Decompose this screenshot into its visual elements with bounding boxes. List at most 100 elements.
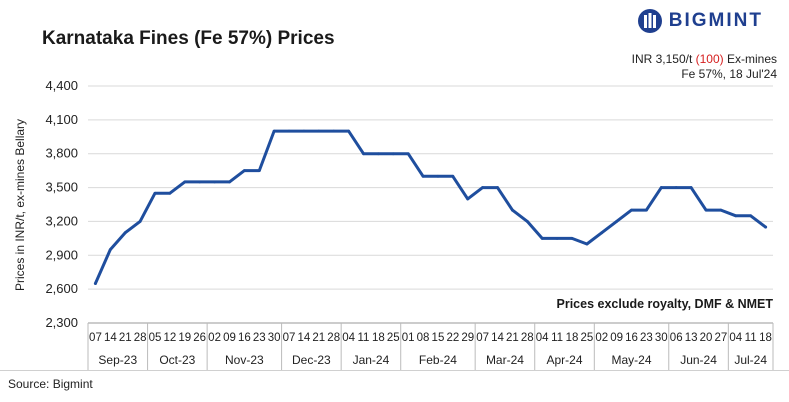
data-point bbox=[764, 225, 767, 229]
data-point bbox=[689, 186, 693, 189]
data-point bbox=[615, 220, 619, 223]
month-label: Sep-23 bbox=[98, 353, 137, 367]
data-point bbox=[570, 236, 574, 240]
x-tick-label: 23 bbox=[253, 332, 266, 344]
data-point bbox=[436, 174, 440, 178]
month-label: Mar-24 bbox=[486, 353, 524, 367]
x-tick-label: 21 bbox=[506, 332, 519, 344]
x-tick-label: 14 bbox=[491, 332, 504, 344]
month-label: May-24 bbox=[612, 353, 652, 367]
x-tick-label: 11 bbox=[358, 332, 370, 344]
data-point bbox=[540, 236, 544, 240]
y-axis: 2,300 2,600 2,900 3,200 3,500 3,800 4,100 4,400 bbox=[45, 78, 78, 330]
data-point bbox=[183, 180, 187, 184]
data-point bbox=[213, 180, 216, 184]
x-axis: 07 14 21 28 05 12 19 26 02 09 16 23 30 07 14 21 28 04 11 18… bbox=[87, 322, 774, 370]
x-tick-label: 07 bbox=[476, 332, 489, 344]
x-tick-label: 15 bbox=[432, 332, 445, 344]
data-point bbox=[123, 231, 127, 235]
source-note: Source: Bigmint bbox=[8, 377, 93, 391]
price-note: INR 3,150/t (100) Ex-mines bbox=[632, 52, 777, 66]
data-point bbox=[391, 152, 395, 156]
price-line bbox=[93, 129, 768, 285]
data-point bbox=[659, 186, 663, 189]
x-tick-label: 04 bbox=[342, 332, 355, 344]
data-point bbox=[287, 129, 291, 133]
data-point bbox=[406, 152, 410, 156]
x-tick-label: 07 bbox=[89, 332, 102, 344]
x-tick-label: 18 bbox=[759, 332, 772, 344]
chart-title: Karnataka Fines (Fe 57%) Prices bbox=[42, 28, 335, 49]
data-point bbox=[704, 208, 708, 212]
data-point bbox=[645, 208, 648, 212]
x-tick-label: 09 bbox=[223, 332, 236, 344]
x-tick-label: 18 bbox=[566, 332, 579, 344]
x-tick-label: 02 bbox=[595, 332, 608, 344]
data-point bbox=[630, 208, 633, 212]
x-tick-label: 20 bbox=[700, 332, 713, 344]
data-point bbox=[719, 208, 723, 212]
y-axis-label: Prices in INR/t, ex-mines Bellary bbox=[13, 119, 27, 291]
x-tick-label: 12 bbox=[164, 332, 177, 344]
x-tick-label: 29 bbox=[461, 332, 474, 344]
x-tick-label: 04 bbox=[536, 332, 549, 344]
data-point bbox=[94, 282, 97, 285]
price-change: (100) bbox=[695, 52, 724, 66]
price-line-chart: 2,300 2,600 2,900 3,200 3,500 3,800 4,100 4,400… bbox=[13, 78, 774, 370]
data-point bbox=[511, 208, 514, 212]
x-tick-label: 21 bbox=[119, 332, 132, 344]
x-tick-label: 18 bbox=[372, 332, 385, 344]
data-point bbox=[153, 191, 157, 195]
data-point bbox=[228, 180, 231, 184]
x-tick-label: 09 bbox=[610, 332, 623, 344]
x-tick-label: 02 bbox=[208, 332, 221, 344]
data-point bbox=[272, 129, 276, 133]
y-tick-label: 3,800 bbox=[45, 146, 78, 161]
series bbox=[93, 129, 768, 285]
x-tick-label: 06 bbox=[670, 332, 683, 344]
y-tick-label: 3,200 bbox=[45, 213, 78, 228]
data-point bbox=[481, 186, 485, 189]
brand-name: BIGMINT bbox=[668, 10, 763, 31]
x-tick-label: 16 bbox=[625, 332, 638, 344]
month-label: Oct-23 bbox=[159, 353, 195, 367]
data-point bbox=[525, 220, 529, 223]
data-point bbox=[257, 169, 261, 173]
price-note-suffix: Ex-mines bbox=[723, 52, 777, 66]
y-tick-label: 2,600 bbox=[45, 281, 78, 296]
x-tick-label: 07 bbox=[283, 332, 296, 344]
brand-emblem-icon bbox=[637, 9, 662, 33]
x-tick-label: 23 bbox=[640, 332, 653, 344]
data-point bbox=[749, 214, 753, 218]
month-label: Jan-24 bbox=[353, 353, 390, 367]
y-tick-label: 4,100 bbox=[45, 112, 78, 127]
data-point bbox=[347, 129, 350, 133]
x-tick-label: 01 bbox=[402, 332, 415, 344]
data-point bbox=[555, 236, 559, 240]
data-point bbox=[198, 180, 202, 184]
x-tick-label: 14 bbox=[298, 332, 311, 344]
x-tick-label: 26 bbox=[193, 332, 206, 344]
data-point bbox=[466, 197, 470, 201]
month-label: Dec-23 bbox=[292, 353, 331, 367]
y-tick-label: 3,500 bbox=[45, 180, 78, 195]
data-point bbox=[674, 186, 678, 189]
data-point bbox=[168, 191, 172, 195]
x-tick-label: 30 bbox=[268, 332, 281, 344]
data-point bbox=[734, 214, 738, 218]
x-tick-label: 08 bbox=[417, 332, 430, 344]
grid-lines bbox=[88, 85, 773, 324]
x-tick-label: 19 bbox=[178, 332, 191, 344]
month-label: Nov-23 bbox=[225, 353, 264, 367]
data-point bbox=[421, 174, 425, 178]
data-point bbox=[376, 152, 380, 156]
x-tick-label: 28 bbox=[521, 332, 534, 344]
price-note-prefix: INR 3,150/t bbox=[631, 52, 696, 66]
data-point bbox=[496, 186, 499, 189]
data-point bbox=[362, 152, 365, 156]
grade-date-note: Fe 57%, 18 Jul'24 bbox=[681, 67, 777, 81]
x-tick-label: 30 bbox=[655, 332, 668, 344]
month-label: Apr-24 bbox=[547, 353, 583, 367]
x-tick-label: 25 bbox=[387, 332, 400, 344]
y-tick-label: 4,400 bbox=[45, 78, 78, 93]
